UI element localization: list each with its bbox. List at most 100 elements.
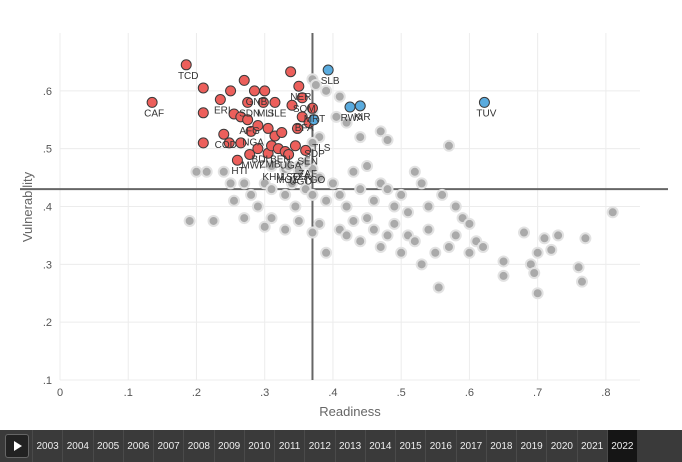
gray-data-point[interactable] bbox=[354, 183, 367, 196]
red-data-point[interactable] bbox=[248, 85, 260, 97]
gray-data-point[interactable] bbox=[395, 188, 408, 201]
gray-data-point[interactable] bbox=[190, 165, 203, 178]
gray-data-point[interactable] bbox=[292, 214, 305, 227]
gray-data-point[interactable] bbox=[463, 217, 476, 230]
year-2019[interactable]: 2019 bbox=[516, 430, 546, 462]
red-data-point[interactable] bbox=[276, 126, 288, 138]
red-data-point[interactable] bbox=[180, 59, 192, 71]
gray-data-point[interactable] bbox=[538, 232, 551, 245]
gray-data-point[interactable] bbox=[306, 188, 319, 201]
gray-data-point[interactable] bbox=[572, 261, 585, 274]
red-data-point[interactable] bbox=[306, 102, 318, 114]
red-data-point[interactable] bbox=[235, 137, 247, 149]
red-data-point[interactable] bbox=[293, 80, 305, 92]
red-data-point[interactable] bbox=[214, 94, 226, 106]
gray-data-point[interactable] bbox=[576, 275, 588, 288]
year-2010[interactable]: 2010 bbox=[243, 430, 274, 462]
gray-data-point[interactable] bbox=[367, 194, 380, 207]
gray-data-point[interactable] bbox=[606, 206, 619, 219]
gray-data-point[interactable] bbox=[477, 240, 490, 253]
gray-data-point[interactable] bbox=[326, 177, 339, 190]
gray-data-point[interactable] bbox=[207, 214, 220, 227]
gray-data-point[interactable] bbox=[279, 223, 292, 236]
gray-data-point[interactable] bbox=[531, 246, 544, 259]
gray-data-point[interactable] bbox=[354, 131, 367, 144]
year-2021[interactable]: 2021 bbox=[576, 430, 607, 462]
gray-data-point[interactable] bbox=[463, 246, 476, 259]
gray-data-point[interactable] bbox=[228, 194, 240, 207]
year-2022[interactable]: 2022 bbox=[606, 430, 637, 462]
gray-data-point[interactable] bbox=[258, 220, 271, 233]
gray-data-point[interactable] bbox=[518, 226, 530, 239]
red-data-point[interactable] bbox=[225, 85, 237, 97]
year-2014[interactable]: 2014 bbox=[364, 430, 395, 462]
gray-data-point[interactable] bbox=[309, 79, 322, 92]
gray-data-point[interactable] bbox=[251, 200, 264, 213]
gray-data-point[interactable] bbox=[429, 246, 442, 259]
red-data-point[interactable] bbox=[252, 143, 264, 155]
red-data-point[interactable] bbox=[300, 144, 312, 156]
gray-data-point[interactable] bbox=[245, 188, 258, 201]
gray-data-point[interactable] bbox=[415, 177, 428, 190]
gray-data-point[interactable] bbox=[306, 136, 319, 149]
gray-data-point[interactable] bbox=[545, 243, 558, 256]
gray-data-point[interactable] bbox=[408, 235, 421, 248]
gray-data-point[interactable] bbox=[347, 214, 360, 227]
gray-data-point[interactable] bbox=[279, 188, 292, 201]
gray-data-point[interactable] bbox=[347, 165, 360, 178]
gray-data-point[interactable] bbox=[238, 177, 251, 190]
play-button[interactable] bbox=[5, 434, 29, 458]
red-data-point[interactable] bbox=[197, 107, 209, 119]
blue-data-point[interactable] bbox=[354, 100, 366, 112]
year-2006[interactable]: 2006 bbox=[122, 430, 153, 462]
gray-data-point[interactable] bbox=[374, 125, 387, 138]
red-data-point[interactable] bbox=[218, 128, 230, 140]
year-2017[interactable]: 2017 bbox=[455, 430, 486, 462]
red-data-point[interactable] bbox=[242, 114, 254, 126]
red-data-point[interactable] bbox=[289, 140, 301, 152]
gray-data-point[interactable] bbox=[497, 269, 510, 282]
year-2016[interactable]: 2016 bbox=[425, 430, 455, 462]
blue-data-point[interactable] bbox=[344, 101, 356, 113]
gray-data-point[interactable] bbox=[432, 281, 445, 294]
gray-data-point[interactable] bbox=[361, 160, 374, 173]
red-data-point[interactable] bbox=[285, 66, 297, 78]
gray-data-point[interactable] bbox=[528, 267, 541, 280]
gray-data-point[interactable] bbox=[531, 287, 544, 300]
gray-data-point[interactable] bbox=[200, 165, 213, 178]
gray-data-point[interactable] bbox=[265, 212, 278, 225]
gray-data-point[interactable] bbox=[381, 183, 394, 196]
red-data-point[interactable] bbox=[257, 96, 269, 108]
red-data-point[interactable] bbox=[242, 96, 254, 108]
gray-data-point[interactable] bbox=[395, 246, 408, 259]
year-2015[interactable]: 2015 bbox=[395, 430, 425, 462]
gray-data-point[interactable] bbox=[388, 217, 401, 230]
gray-data-point[interactable] bbox=[497, 255, 510, 268]
gray-data-point[interactable] bbox=[381, 229, 394, 242]
year-2005[interactable]: 2005 bbox=[92, 430, 123, 462]
gray-data-point[interactable] bbox=[402, 206, 414, 219]
blue-data-point[interactable] bbox=[478, 96, 490, 108]
red-data-point[interactable] bbox=[291, 122, 303, 134]
gray-data-point[interactable] bbox=[224, 177, 237, 190]
gray-data-point[interactable] bbox=[381, 133, 394, 146]
gray-data-point[interactable] bbox=[330, 110, 343, 123]
gray-data-point[interactable] bbox=[320, 246, 333, 259]
gray-data-point[interactable] bbox=[374, 240, 387, 253]
red-data-point[interactable] bbox=[244, 148, 256, 160]
gray-data-point[interactable] bbox=[320, 84, 333, 97]
gray-data-point[interactable] bbox=[313, 217, 326, 230]
year-2020[interactable]: 2020 bbox=[546, 430, 576, 462]
gray-data-point[interactable] bbox=[408, 165, 421, 178]
year-2013[interactable]: 2013 bbox=[334, 430, 365, 462]
gray-data-point[interactable] bbox=[286, 177, 298, 190]
year-2011[interactable]: 2011 bbox=[274, 430, 304, 462]
gray-data-point[interactable] bbox=[217, 165, 230, 178]
gray-data-point[interactable] bbox=[306, 226, 319, 239]
red-data-point[interactable] bbox=[262, 122, 274, 134]
gray-data-point[interactable] bbox=[265, 160, 278, 173]
red-data-point[interactable] bbox=[269, 96, 281, 108]
gray-data-point[interactable] bbox=[320, 194, 333, 207]
gray-data-point[interactable] bbox=[552, 229, 565, 242]
gray-data-point[interactable] bbox=[361, 212, 374, 225]
